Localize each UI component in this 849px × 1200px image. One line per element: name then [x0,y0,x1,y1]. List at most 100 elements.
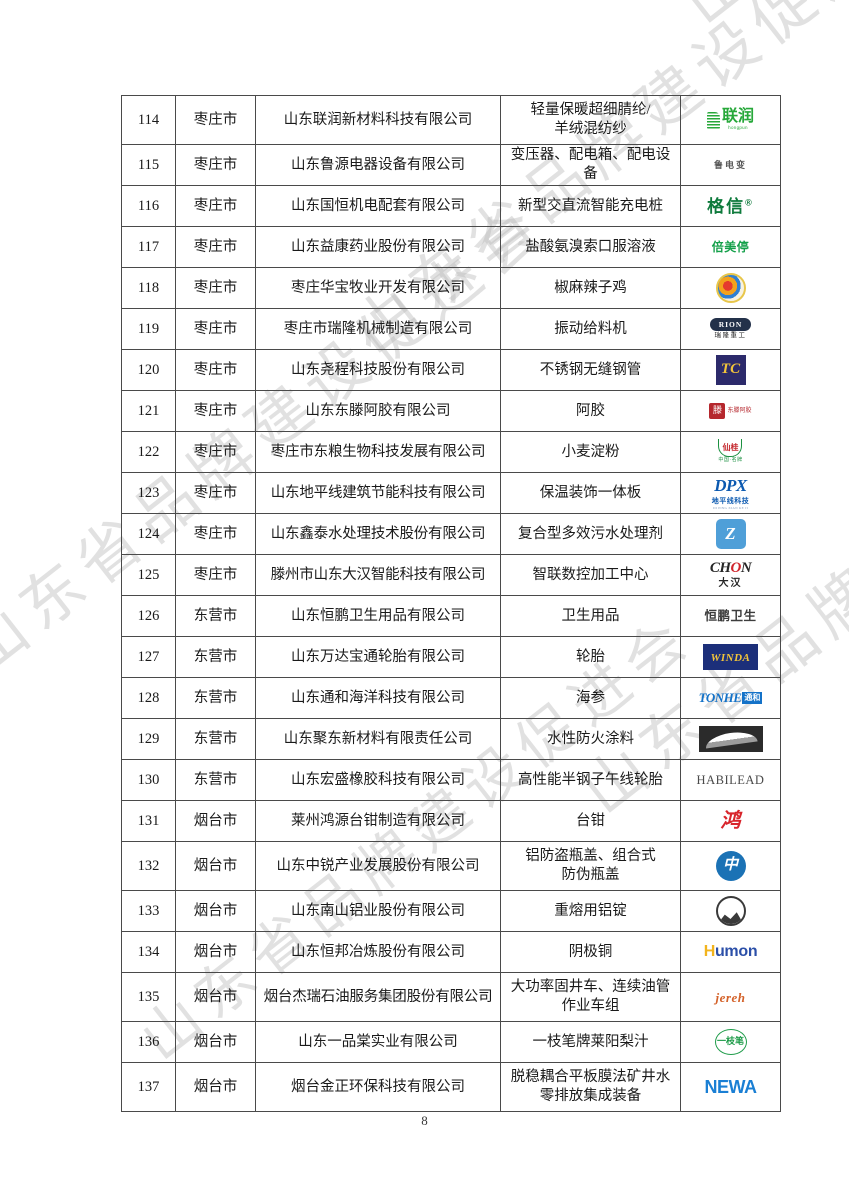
row-city: 烟台市 [175,841,256,891]
table-row: 131 烟台市 莱州鸿源台钳制造有限公司 台钳 鸿 [121,800,781,842]
row-city: 枣庄市 [175,554,256,596]
brand-catalog-table: 114 枣庄市 山东联润新材料科技有限公司 轻量保暖超细腈纶/羊绒混纺纱 联润 hongp… [121,95,781,1112]
row-city: 枣庄市 [175,144,256,186]
row-city: 烟台市 [175,800,256,842]
row-product: 智联数控加工中心 [500,554,681,596]
row-logo-cell: 联润 hongpun [680,95,781,145]
row-city: 东营市 [175,759,256,801]
row-company: 山东尧程科技股份有限公司 [255,349,501,391]
row-index: 129 [121,718,176,760]
table-row: 129 东营市 山东聚东新材料有限责任公司 水性防火涂料 [121,718,781,760]
row-city: 枣庄市 [175,472,256,514]
row-product: 小麦淀粉 [500,431,681,473]
row-product: 保温装饰一体板 [500,472,681,514]
row-product: 高性能半钢子午线轮胎 [500,759,681,801]
row-company: 山东一品棠实业有限公司 [255,1021,501,1063]
row-company: 枣庄市东粮生物科技发展有限公司 [255,431,501,473]
row-city: 烟台市 [175,890,256,932]
table-row: 134 烟台市 山东恒邦冶炼股份有限公司 阴极铜 Humon [121,931,781,973]
lianrun-logo: 联润 hongpun [684,96,777,144]
row-company: 山东通和海洋科技有限公司 [255,677,501,719]
row-index: 125 [121,554,176,596]
table-row: 135 烟台市 烟台杰瑞石油服务集团股份有限公司 大功率固井车、连续油管 作业车组 jer… [121,972,781,1022]
rion-logo: RION 瑞隆重工 [684,309,777,349]
row-product: 重熔用铝锭 [500,890,681,932]
row-product: 大功率固井车、连续油管 作业车组 [500,972,681,1022]
row-company: 枣庄市瑞隆机械制造有限公司 [255,308,501,350]
luyuan-logo: 鲁电变 [713,159,747,170]
row-product: 椒麻辣子鸡 [500,267,681,309]
row-company: 山东地平线建筑节能科技有限公司 [255,472,501,514]
row-product: 不锈钢无缝钢管 [500,349,681,391]
row-index: 128 [121,677,176,719]
xintai-logo: Z [684,514,777,554]
zhongrui-logo: 中 [684,842,777,890]
row-company: 枣庄华宝牧业开发有限公司 [255,267,501,309]
row-logo-cell: WINDA [680,636,781,678]
row-city: 东营市 [175,636,256,678]
row-product: 水性防火涂料 [500,718,681,760]
nanshan-logo [684,891,777,931]
row-product: 卫生用品 [500,595,681,637]
table-row: 117 枣庄市 山东益康药业股份有限公司 盐酸氨溴索口服溶液 倍美停 [121,226,781,268]
table-row: 118 枣庄市 枣庄华宝牧业开发有限公司 椒麻辣子鸡 [121,267,781,309]
row-index: 118 [121,267,176,309]
row-logo-cell: RION 瑞隆重工 [680,308,781,350]
row-index: 131 [121,800,176,842]
row-logo-cell: Humon [680,931,781,973]
page-number: 8 [421,1113,428,1128]
row-company: 山东南山铝业股份有限公司 [255,890,501,932]
row-logo-cell [680,718,781,760]
row-logo-cell [680,890,781,932]
row-logo-cell: NEWA [680,1062,781,1112]
gexin-logo: 格信® [707,196,754,216]
table-row: 121 枣庄市 山东东滕阿胶有限公司 阿胶滕东滕阿胶 [121,390,781,432]
table-row: 136 烟台市 山东一品棠实业有限公司 一枝笔牌莱阳梨汁 一枝笔 [121,1021,781,1063]
row-logo-cell: 滕东滕阿胶 [680,390,781,432]
row-logo-cell: 仙桂 中国·名牌 [680,431,781,473]
newa-logo: NEWA [704,1077,758,1097]
row-logo-cell: CHON 大汉 [680,554,781,596]
row-logo-cell [680,267,781,309]
table-row: 130 东营市 山东宏盛橡胶科技有限公司 高性能半钢子午线轮胎 HABILEAD [121,759,781,801]
row-product: 阴极铜 [500,931,681,973]
table-row: 124 枣庄市 山东鑫泰水处理技术股份有限公司 复合型多效污水处理剂 Z [121,513,781,555]
row-logo-cell: 一枝笔 [680,1021,781,1063]
row-product: 脱稳耦合平板膜法矿井水 零排放集成装备 [500,1062,681,1112]
row-logo-cell: 恒鹏卫生 [680,595,781,637]
row-product: 海参 [500,677,681,719]
table-row: 119 枣庄市 枣庄市瑞隆机械制造有限公司 振动给料机 RION 瑞隆重工 [121,308,781,350]
chon-logo: CHON 大汉 [709,560,752,590]
xiangui-logo: 仙桂 中国·名牌 [684,432,777,472]
yizhibi-logo: 一枝笔 [684,1022,777,1062]
huabao-logo [684,268,777,308]
row-index: 127 [121,636,176,678]
row-company: 山东鑫泰水处理技术股份有限公司 [255,513,501,555]
table-row: 123 枣庄市 山东地平线建筑节能科技有限公司 保温装饰一体板 DPX 地平线科技 DI P… [121,472,781,514]
row-index: 135 [121,972,176,1022]
hongyuan-logo: 鸿 [720,810,741,832]
table-row: 122 枣庄市 枣庄市东粮生物科技发展有限公司 小麦淀粉 仙桂 中国·名牌 [121,431,781,473]
table-row: 126 东营市 山东恒鹏卫生用品有限公司 卫生用品 恒鹏卫生 [121,595,781,637]
table-row: 133 烟台市 山东南山铝业股份有限公司 重熔用铝锭 [121,890,781,932]
row-logo-cell: 鸿 [680,800,781,842]
row-city: 枣庄市 [175,308,256,350]
row-company: 山东宏盛橡胶科技有限公司 [255,759,501,801]
row-company: 莱州鸿源台钳制造有限公司 [255,800,501,842]
row-company: 山东国恒机电配套有限公司 [255,185,501,227]
row-product: 台钳 [500,800,681,842]
winda-logo: WINDA [684,637,777,677]
row-company: 烟台杰瑞石油服务集团股份有限公司 [255,972,501,1022]
row-company: 滕州市山东大汉智能科技有限公司 [255,554,501,596]
habilead-logo: HABILEAD [696,772,765,787]
row-product: 阿胶 [500,390,681,432]
table-row: 128 东营市 山东通和海洋科技有限公司 海参 TONHE 通和 [121,677,781,719]
row-city: 烟台市 [175,931,256,973]
table-row: 114 枣庄市 山东联润新材料科技有限公司 轻量保暖超细腈纶/羊绒混纺纱 联润 hongp… [121,95,781,145]
row-city: 烟台市 [175,1021,256,1063]
row-city: 枣庄市 [175,349,256,391]
row-index: 119 [121,308,176,350]
row-city: 枣庄市 [175,513,256,555]
row-product: 变压器、配电箱、配电设备 [500,144,681,186]
row-city: 东营市 [175,677,256,719]
